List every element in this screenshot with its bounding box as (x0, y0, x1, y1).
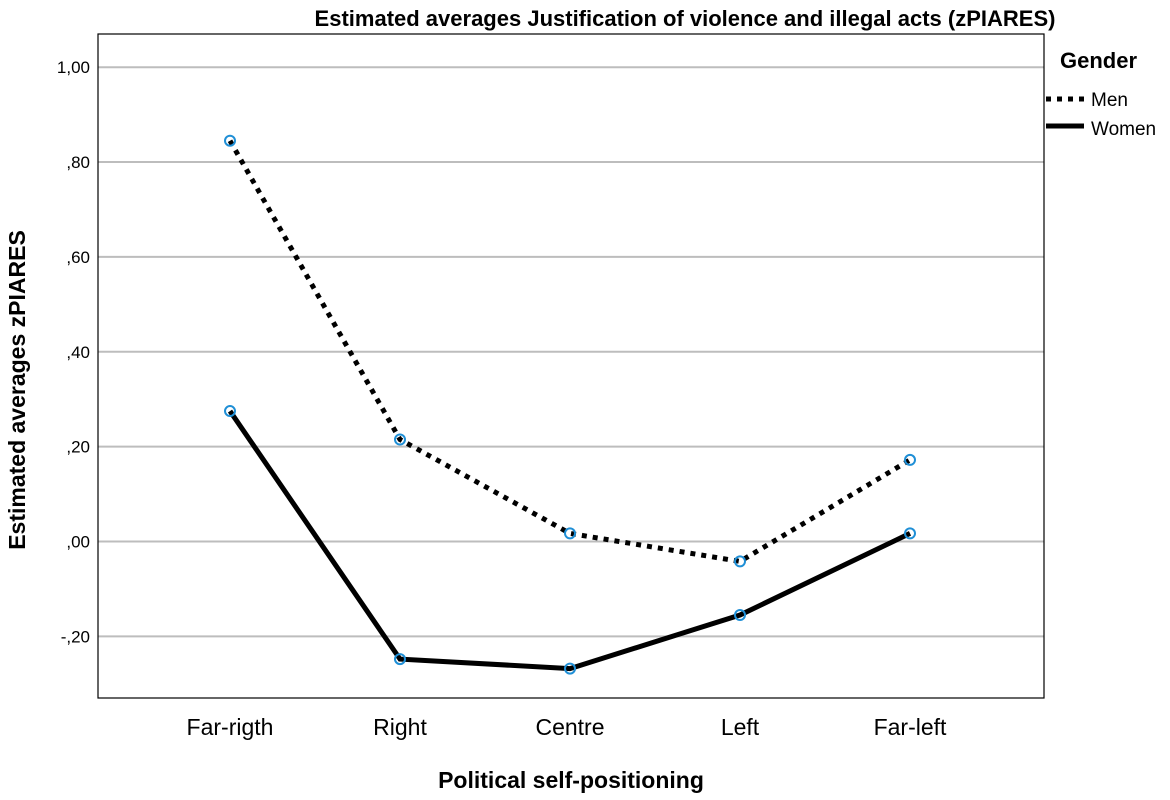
chart-title: Estimated averages Justification of viol… (315, 6, 1056, 31)
x-tick-label: Centre (535, 714, 604, 740)
x-tick-label: Left (721, 714, 760, 740)
y-tick-label: -,20 (61, 627, 90, 646)
y-tick-label: ,00 (66, 532, 90, 551)
plot-frame (97, 33, 1045, 699)
data-point-women (904, 527, 916, 540)
x-tick-label: Far-rigth (187, 714, 274, 740)
legend-women-label: Women (1091, 119, 1156, 140)
data-point-men (224, 134, 236, 147)
data-point-men (564, 527, 576, 540)
data-point-women (734, 609, 746, 621)
gridlines (98, 66, 1044, 638)
x-tick-labels: Far-rigth Right Centre Left Far-left (187, 714, 947, 740)
y-tick-label: ,40 (66, 343, 90, 362)
y-tick-label: 1,00 (57, 58, 90, 77)
x-axis-label: Political self-positioning (438, 767, 704, 793)
series-line-women (227, 409, 912, 672)
y-tick-label: ,20 (66, 438, 90, 457)
series-group (224, 134, 916, 675)
legend-men-label: Men (1091, 90, 1128, 111)
legend-title: Gender (1060, 48, 1137, 73)
data-point-men (394, 433, 406, 446)
y-tick-label: ,60 (66, 248, 90, 267)
data-point-men (734, 555, 746, 568)
y-tick-labels: 1,00 ,80 ,60 ,40 ,20 ,00 -,20 (57, 58, 90, 646)
x-tick-label: Right (373, 714, 427, 740)
y-tick-label: ,80 (66, 153, 90, 172)
data-point-women (564, 662, 576, 675)
data-point-women (224, 405, 236, 418)
data-point-men (904, 453, 916, 466)
legend: Gender Men Women (1046, 48, 1156, 140)
y-axis-label: Estimated averages zPIARES (4, 230, 30, 550)
data-point-women (394, 653, 406, 666)
x-tick-label: Far-left (874, 714, 947, 740)
